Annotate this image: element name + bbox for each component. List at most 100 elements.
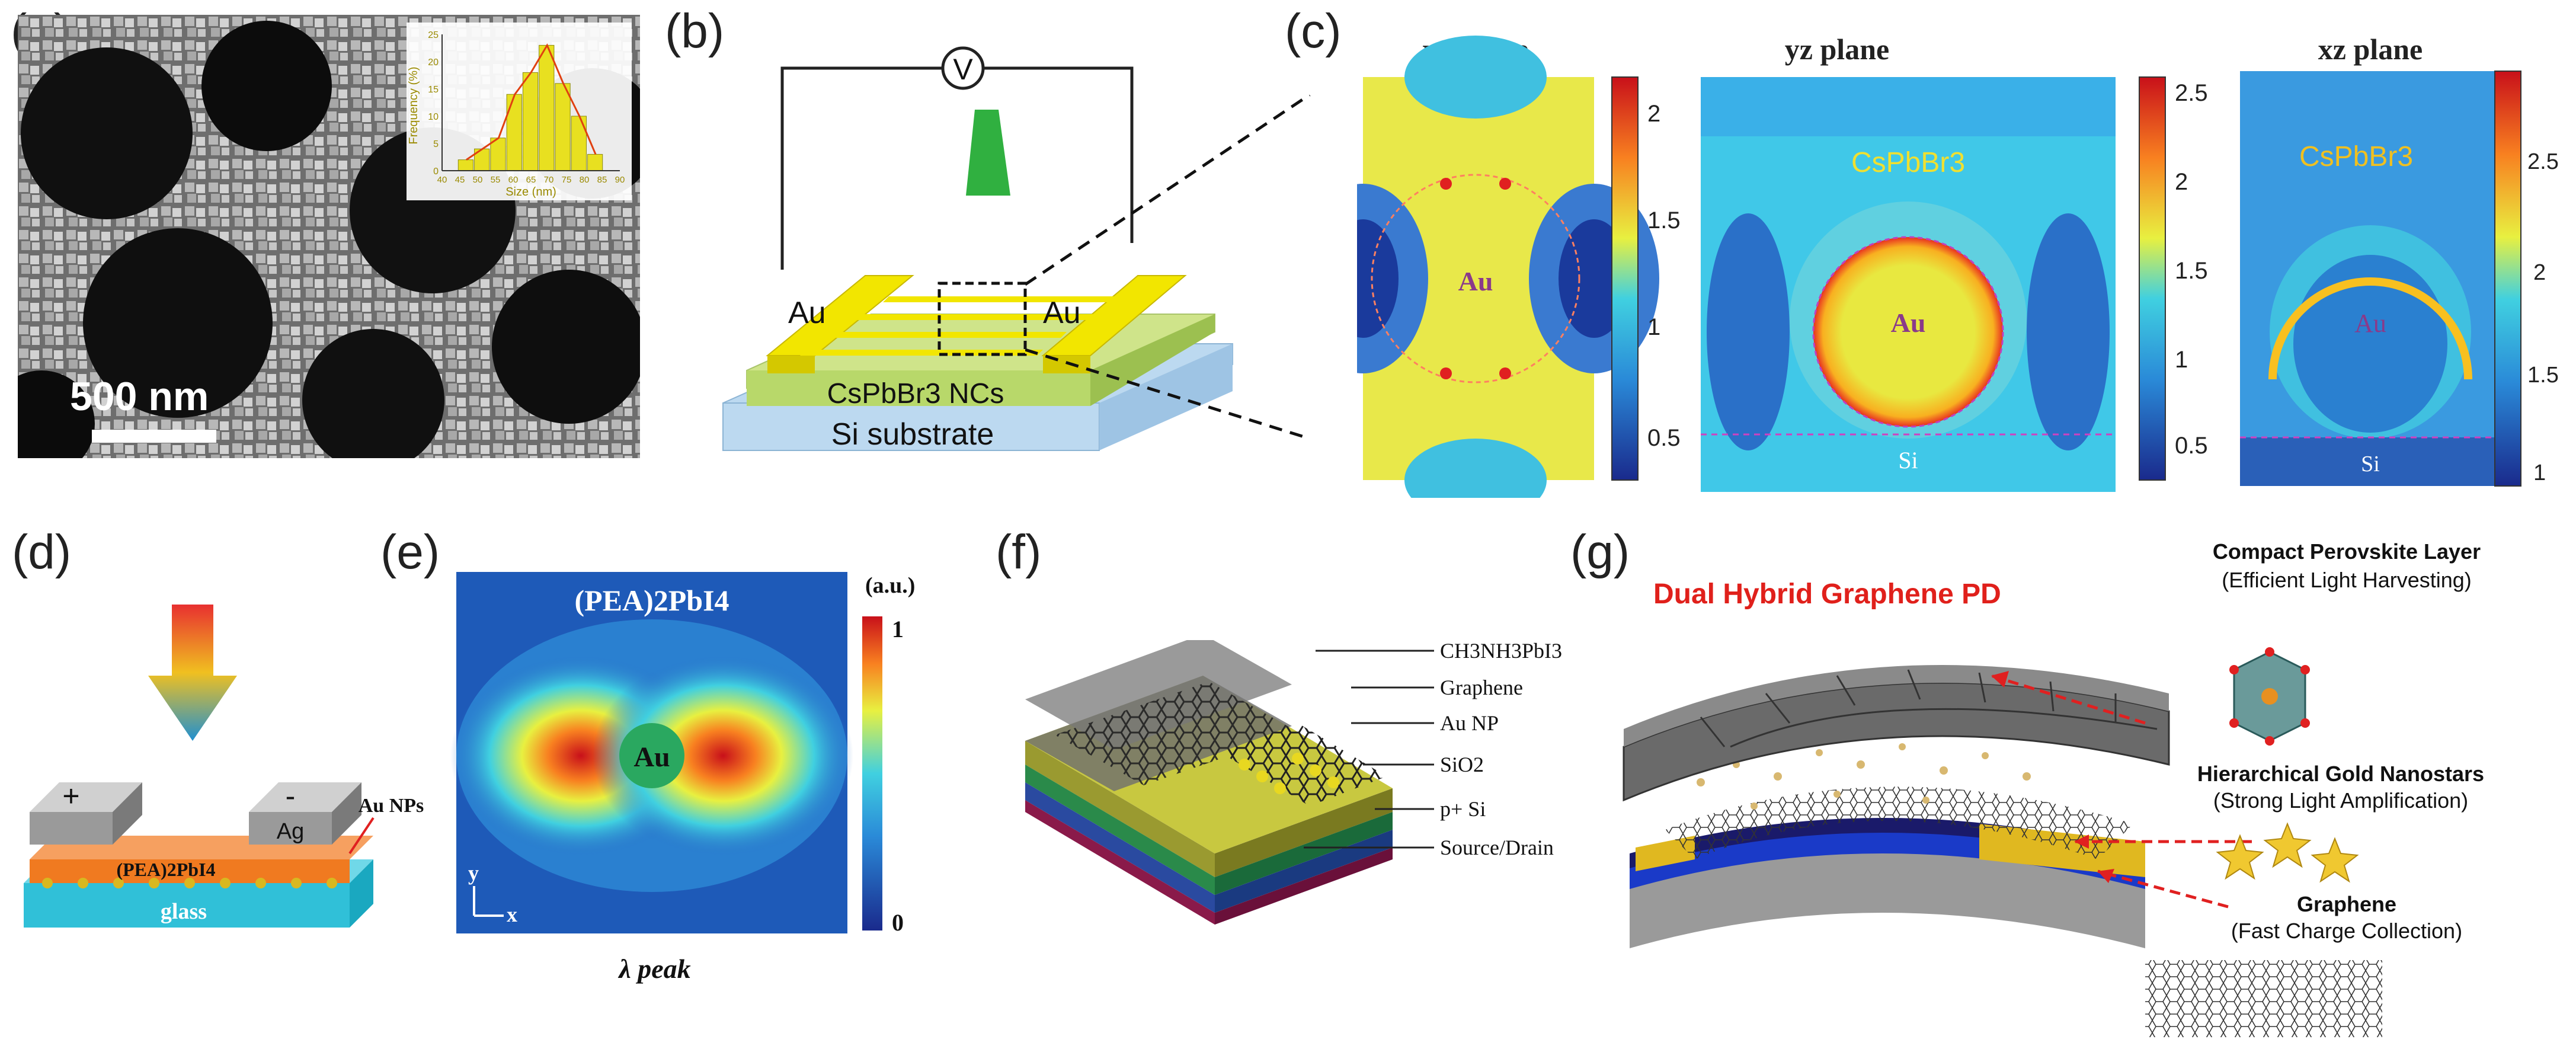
cb-xy-tick-3: 1 <box>1647 314 1660 340</box>
map-e-center: Au <box>633 741 670 773</box>
voltmeter-icon <box>941 46 985 90</box>
glass-label: glass <box>161 899 207 924</box>
pea-layer-label: (PEA)2PbI4 <box>116 859 215 880</box>
device-f: CH3NH3PbI3 Graphene Au NP SiO2 p+ Si Sou… <box>1025 640 1562 925</box>
hist-ytick: 5 <box>433 139 439 149</box>
hist-ytick: 20 <box>428 57 439 68</box>
cb-yz-tick-1: 2.5 <box>2175 80 2208 106</box>
plus-label: + <box>62 779 79 813</box>
cb-xy-tick-1: 2 <box>1647 101 1660 127</box>
graphene-sheet-icon <box>2145 960 2382 1037</box>
perovskite-crystal-icon <box>2229 647 2310 746</box>
hist-xtick: 55 <box>491 175 501 185</box>
cb-yz-tick-4: 1 <box>2175 347 2188 373</box>
hist-ytick: 15 <box>428 85 439 95</box>
substrate-label: Si substrate <box>831 417 994 452</box>
layer-f-5: p+ Si <box>1440 797 1486 821</box>
gold-nanostar-icon <box>2216 822 2359 883</box>
histogram-bar <box>571 116 587 171</box>
g-item-3-name: Graphene <box>2296 892 2397 916</box>
axis-x-label: x <box>507 903 517 926</box>
colorbar-yz <box>2139 76 2166 481</box>
minus-label: - <box>286 779 296 813</box>
hist-ytick: 10 <box>428 112 439 122</box>
panel-b-label: (b) <box>665 4 725 58</box>
cb-xz-tick-2: 2 <box>2533 260 2546 285</box>
panel-d-label: (d) <box>12 525 72 579</box>
cb-e-max: 1 <box>892 616 904 642</box>
hist-ylabel: Frequency (%) <box>407 66 420 144</box>
map-yz-title: yz plane <box>1785 33 1889 66</box>
hist-xtick: 65 <box>526 175 536 185</box>
cb-e-unit: (a.u.) <box>865 573 915 598</box>
colorbar-xy <box>1611 76 1639 481</box>
hist-ytick: 0 <box>433 167 439 177</box>
colorbar-e <box>862 616 882 931</box>
cb-xz-tick-3: 1.5 <box>2527 363 2559 388</box>
g-item-3-desc: (Fast Charge Collection) <box>2231 919 2463 943</box>
axis-y-label: y <box>468 861 479 885</box>
hist-xtick: 50 <box>473 175 483 185</box>
g-item-2-name: Hierarchical Gold Nanostars <box>2197 762 2485 786</box>
layer-f-2: Graphene <box>1440 676 1523 699</box>
scale-bar <box>92 430 216 443</box>
colorbar-xz <box>2494 71 2521 487</box>
hist-xtick: 45 <box>455 175 465 185</box>
panel-e-label: (e) <box>380 525 440 579</box>
map-yz-material: CsPbBr3 <box>1851 147 1965 178</box>
size-histogram: 0 5 10 15 20 25 40 45 50 55 60 65 70 75 80 85 90 Freque… <box>407 23 632 200</box>
device-d: + - Ag Au NPs (PEA)2PbI4 glass <box>24 605 424 928</box>
hist-xtick: 70 <box>544 175 554 185</box>
layer-f-1: CH3NH3PbI3 <box>1440 640 1562 663</box>
device-b: V Au Au CsPbBr3 NCs Si substrate <box>722 46 1233 452</box>
cb-e-min: 0 <box>892 909 904 936</box>
map-yz-bottom: Si <box>1898 447 1918 474</box>
layer-f-3: Au NP <box>1440 711 1499 735</box>
histogram-bar <box>522 72 539 171</box>
electrode-right-label: Au <box>1043 296 1081 330</box>
ag-label: Ag <box>277 819 304 844</box>
histogram-bar <box>506 94 522 171</box>
map-xz-material: CsPbBr3 <box>2299 141 2413 172</box>
map-e-title: (PEA)2PbI4 <box>574 584 729 617</box>
field-map-e: (PEA)2PbI4 Au y x (a.u.) 1 0 λ peak <box>450 572 915 984</box>
g-item-1-desc: (Efficient Light Harvesting) <box>2222 568 2472 592</box>
hist-ytick: 25 <box>428 30 439 40</box>
g-item-1-name: Compact Perovskite Layer <box>2212 539 2481 564</box>
hist-xtick: 75 <box>562 175 572 185</box>
hist-xtick: 80 <box>580 175 590 185</box>
map-xz-bottom: Si <box>2361 452 2380 477</box>
cb-yz-tick-3: 1.5 <box>2175 258 2208 284</box>
cb-yz-tick-2: 2 <box>2175 169 2188 195</box>
panel-c-label: (c) <box>1285 4 1342 58</box>
layer-f-4: SiO2 <box>1440 753 1484 776</box>
map-xz-title: xz plane <box>2318 33 2423 66</box>
g-title: Dual Hybrid Graphene PD <box>1653 578 2001 610</box>
hist-xtick: 40 <box>437 175 447 185</box>
cb-xy-tick-4: 0.5 <box>1647 425 1681 451</box>
field-maps: xy plane Au 2 1.5 1 0.5 yz plane CsPbBr3… <box>1357 33 2559 498</box>
cb-xy-tick-2: 1.5 <box>1647 207 1681 234</box>
hist-xlabel: Size (nm) <box>505 186 556 199</box>
map-xy-center: Au <box>1458 266 1493 296</box>
electrode-left-label: Au <box>788 296 826 330</box>
map-yz-center: Au <box>1891 308 1926 338</box>
caption-lambda: λ peak <box>617 954 690 984</box>
map-xz-center: Au <box>2354 309 2386 338</box>
light-arrow-icon <box>148 605 237 741</box>
nc-layer-label: CsPbBr3 NCs <box>827 378 1004 410</box>
hist-xtick: 90 <box>615 175 625 185</box>
device-g <box>1623 647 2382 1037</box>
cb-xz-tick-4: 1 <box>2533 461 2546 485</box>
histogram-bar <box>490 138 506 171</box>
light-beam-icon <box>966 110 1010 196</box>
histogram-bar <box>555 83 571 171</box>
histogram-bar <box>539 44 555 171</box>
panel-g-label: (g) <box>1570 525 1630 579</box>
au-nps-label: Au NPs <box>359 795 424 817</box>
scale-bar-label: 500 nm <box>70 374 209 419</box>
histogram-bar <box>587 154 603 171</box>
histogram-bar <box>457 159 474 171</box>
hist-xtick: 85 <box>597 175 607 185</box>
cb-xz-tick-1: 2.5 <box>2527 149 2559 174</box>
